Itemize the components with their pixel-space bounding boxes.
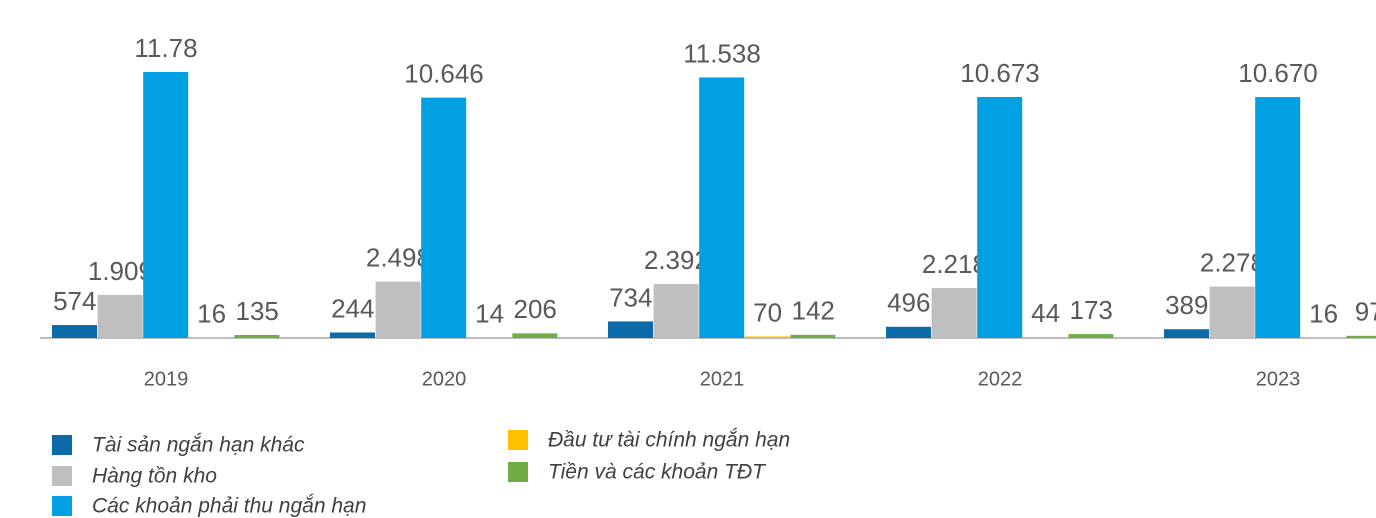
- bar: [608, 321, 653, 338]
- x-tick-label: 2022: [978, 368, 1023, 390]
- x-tick-label: 2023: [1256, 368, 1301, 390]
- bar: [1346, 335, 1376, 338]
- x-tick-label: 2021: [700, 368, 745, 390]
- value-label: 574: [53, 286, 96, 316]
- value-label: 11.538: [683, 38, 761, 68]
- bar: [512, 333, 558, 338]
- value-label: 10.646: [404, 58, 484, 88]
- bar: [1255, 97, 1301, 338]
- bar: [1068, 334, 1114, 338]
- value-label: 142: [792, 296, 835, 326]
- value-label: 97: [1355, 297, 1376, 327]
- bar: [234, 334, 280, 338]
- value-label: 44: [1031, 298, 1060, 328]
- legend-swatch: [52, 435, 72, 455]
- legend-label: Các khoản phải thu ngắn hạn: [92, 495, 366, 518]
- value-label: 244: [331, 293, 374, 323]
- legend-label: Tài sản ngắn hạn khác: [92, 434, 305, 457]
- bar: [790, 334, 836, 338]
- value-label: 1.909: [88, 256, 153, 286]
- legend-swatch: [508, 430, 528, 450]
- legend-swatch: [52, 466, 72, 486]
- bar: [977, 96, 1023, 339]
- value-label: 206: [514, 294, 557, 324]
- bar: [1022, 337, 1068, 338]
- bar: [52, 325, 97, 338]
- bar: [744, 336, 790, 338]
- bar: [653, 283, 699, 338]
- bar: [330, 332, 375, 338]
- legend-swatch: [508, 462, 528, 482]
- value-label: 135: [236, 296, 279, 326]
- bar: [143, 72, 189, 338]
- legend-label: Tiền và các khoản TĐT: [548, 461, 767, 484]
- value-label: 14: [475, 299, 504, 329]
- bar: [421, 97, 467, 339]
- value-label: 2.278: [1200, 247, 1265, 277]
- bar: [375, 281, 421, 338]
- legend-label: Hàng tồn kho: [92, 465, 217, 488]
- legend-label: Đầu tư tài chính ngắn hạn: [548, 429, 790, 452]
- x-tick-label: 2019: [144, 368, 189, 390]
- value-label: 16: [1309, 299, 1338, 329]
- value-label: 11.78: [134, 33, 197, 63]
- bar: [699, 77, 745, 339]
- value-label: 10.670: [1238, 58, 1318, 88]
- bar: [931, 287, 977, 338]
- bar: [886, 326, 931, 338]
- value-label: 70: [753, 297, 782, 327]
- bar: [1164, 329, 1209, 338]
- value-label: 173: [1070, 295, 1113, 325]
- x-tick-label: 2020: [422, 368, 467, 390]
- bar: [1209, 286, 1255, 338]
- value-label: 734: [609, 282, 652, 312]
- value-label: 389: [1165, 290, 1208, 320]
- bar: [97, 294, 143, 338]
- legend-swatch: [52, 496, 72, 516]
- value-label: 10.673: [960, 58, 1040, 88]
- value-label: 16: [197, 299, 226, 329]
- value-label: 2.498: [366, 242, 431, 272]
- value-label: 2.392: [644, 245, 709, 275]
- value-label: 2.218: [922, 249, 987, 279]
- value-label: 496: [887, 288, 930, 318]
